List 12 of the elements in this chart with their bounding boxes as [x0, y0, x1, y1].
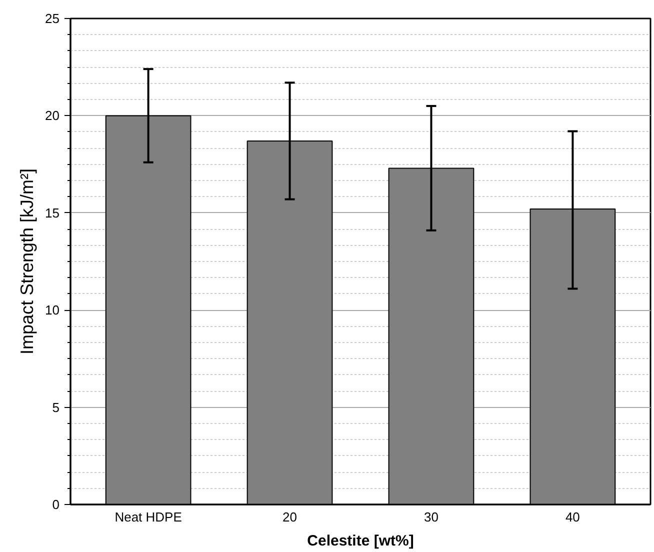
y-tick-label: 0: [52, 497, 60, 512]
y-tick-label: 25: [45, 11, 60, 26]
y-tick-label: 15: [45, 205, 60, 220]
x-tick-label: Neat HDPE: [114, 510, 182, 524]
y-tick-label: 5: [52, 400, 60, 415]
y-axis-title: Impact Strength [kJ/m²]: [17, 168, 38, 355]
x-tick-label: 30: [424, 510, 438, 524]
y-tick-label: 10: [45, 302, 60, 318]
x-tick-label: 20: [282, 510, 298, 524]
x-tick-label: 40: [565, 510, 580, 524]
y-tick-label: 20: [45, 108, 60, 124]
x-axis-title: Celestite [wt%]: [307, 532, 414, 550]
